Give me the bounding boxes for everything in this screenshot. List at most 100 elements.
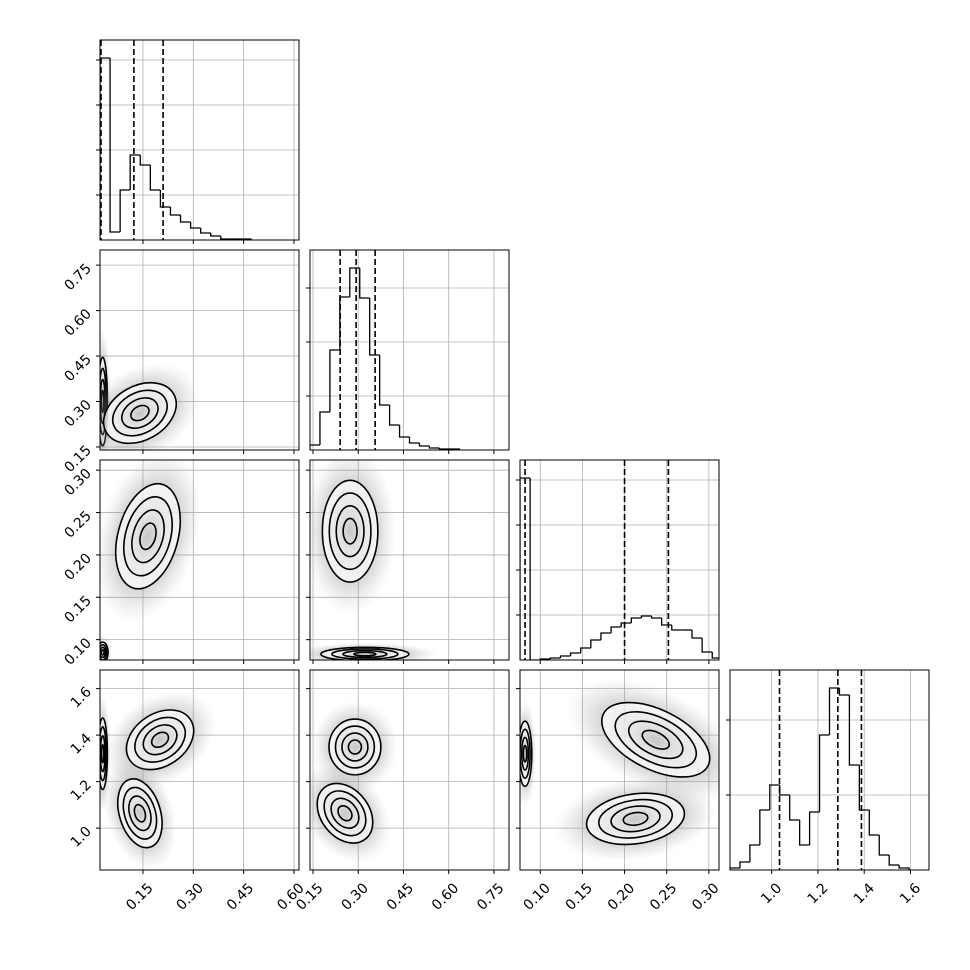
contour [342, 517, 358, 545]
x-tick-label: 0.15 [123, 880, 156, 913]
x-tick-label: 0.45 [384, 880, 417, 913]
contour [522, 744, 528, 763]
histogram-bin [220, 236, 231, 240]
histogram-bin [898, 865, 910, 870]
histogram-bin [398, 425, 410, 438]
histogram-bin [189, 222, 201, 229]
histogram-bin [520, 477, 531, 660]
histogram-bin [630, 617, 642, 623]
panel-frame [309, 249, 510, 451]
histogram-bin [789, 795, 800, 821]
contour [123, 496, 173, 577]
contour [585, 792, 686, 846]
histogram-bin [640, 615, 652, 618]
panel [310, 460, 509, 660]
contour [641, 729, 671, 750]
x-tick-label: 1.2 [804, 880, 831, 907]
panel [520, 460, 719, 660]
panel-frame [309, 459, 510, 661]
histogram-bin [671, 625, 682, 631]
y-tick-label: 0.25 [61, 508, 94, 541]
histogram-bin [179, 215, 191, 223]
contour [321, 479, 379, 583]
histogram-bin [408, 437, 420, 444]
y-tick-label: 0.30 [61, 397, 94, 430]
contour [330, 797, 360, 829]
contour [334, 725, 376, 769]
histogram-bin [858, 765, 870, 811]
histogram-bin [610, 626, 622, 633]
contour [122, 786, 158, 840]
histogram-bin [569, 652, 581, 656]
histogram-bin [129, 154, 141, 190]
histogram-bin [210, 233, 221, 237]
histogram-bin [590, 639, 601, 648]
y-tick-label: 1.6 [68, 684, 95, 711]
histogram-bin [701, 638, 713, 653]
histogram-bin [109, 58, 121, 233]
contour [116, 778, 163, 849]
histogram-bin [730, 867, 740, 870]
histogram-bin [438, 448, 450, 450]
x-tick-label: 1.4 [851, 880, 878, 907]
histogram-bin [369, 298, 380, 356]
x-tick-label: 0.60 [429, 880, 462, 913]
histogram-bin [549, 657, 561, 659]
contour [520, 728, 531, 779]
contour [353, 651, 377, 657]
histogram-bin [878, 835, 890, 856]
histogram-bin [529, 478, 541, 660]
panel-frame [729, 669, 930, 871]
contour [142, 724, 178, 756]
x-tick-label: 1.0 [758, 880, 785, 907]
histogram-bin [149, 165, 161, 191]
histogram-bin [620, 622, 632, 627]
contour [328, 492, 372, 571]
panel [310, 670, 509, 870]
x-tick-label: 0.30 [689, 880, 722, 913]
contour [331, 648, 399, 660]
y-tick-label: 1.4 [68, 731, 95, 758]
histogram-bin [711, 652, 719, 659]
y-tick-label: 0.15 [61, 593, 94, 626]
histogram-bin [799, 820, 810, 846]
histogram-bin [388, 405, 400, 426]
contour [598, 798, 674, 839]
contour [100, 743, 105, 764]
panel [310, 250, 509, 450]
contour [134, 716, 187, 763]
contour [600, 701, 711, 778]
contour [622, 811, 649, 827]
panel [100, 460, 299, 660]
histogram-bin [848, 695, 860, 766]
histogram-bin [600, 632, 612, 640]
contour [335, 504, 365, 558]
histogram-bin [559, 655, 571, 658]
panel-frame [309, 669, 510, 871]
histogram-bin [580, 647, 591, 653]
histogram-bin [428, 446, 440, 449]
panel-frame [99, 249, 300, 451]
histogram-bin [310, 444, 320, 450]
contour [347, 739, 363, 755]
histogram-bin [808, 811, 820, 845]
histogram-bin [828, 687, 840, 735]
histogram-bin [159, 190, 171, 208]
panel [100, 250, 299, 450]
contour [150, 731, 170, 749]
x-tick-label: 0.30 [174, 880, 207, 913]
contour [131, 509, 165, 564]
y-tick-label: 0.60 [61, 306, 94, 339]
x-tick-label: 0.75 [474, 880, 507, 913]
contour [128, 795, 152, 832]
contour [323, 790, 367, 837]
y-tick-label: 0.10 [61, 635, 94, 668]
x-tick-label: 0.10 [520, 880, 553, 913]
contour [139, 522, 157, 551]
x-tick-label: 0.30 [338, 880, 371, 913]
x-tick-label: 0.45 [224, 880, 257, 913]
histogram-bin [759, 809, 770, 845]
panel-frame [99, 39, 300, 241]
contour [614, 711, 698, 769]
